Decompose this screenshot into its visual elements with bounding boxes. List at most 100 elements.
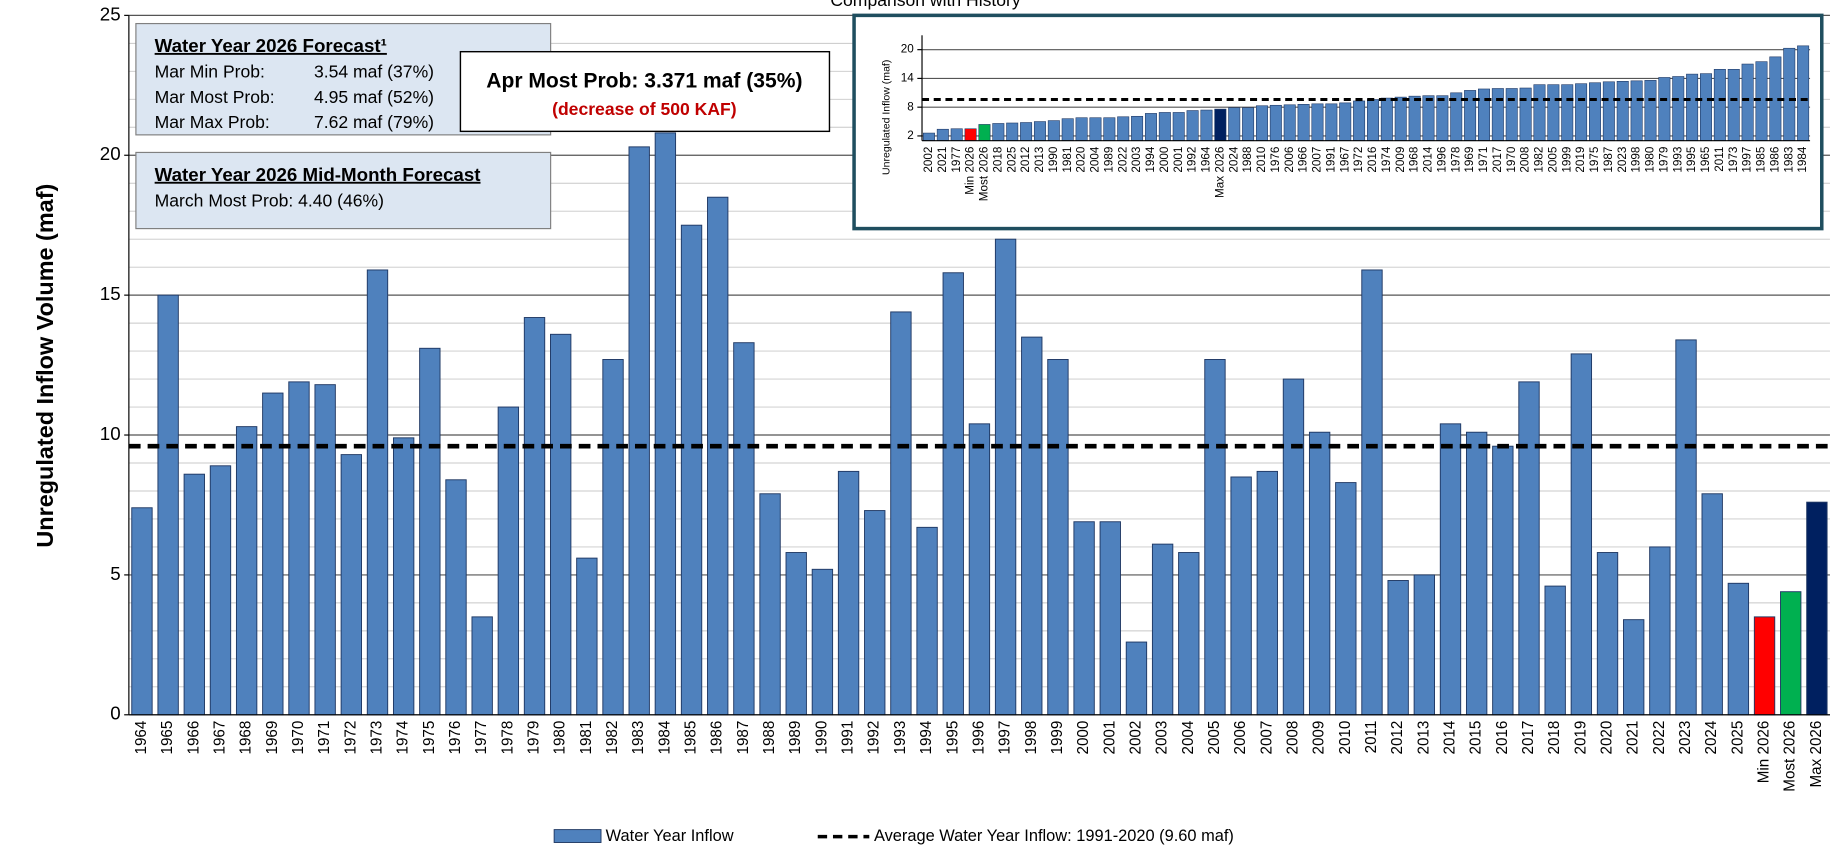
bar [1089,117,1102,142]
bar [1806,501,1828,716]
legend-label: Water Year Inflow [606,827,734,845]
bar [235,426,258,716]
x-tick-label: 2010 [1337,721,1354,755]
x-tick-label: 1985 [683,721,700,755]
bar [1630,80,1643,142]
bar [1797,45,1810,142]
x-tick-label: 1980 [552,721,569,755]
x-tick-label: 1973 [1727,147,1740,173]
x-tick-label: 2005 [1546,146,1559,173]
bar [1623,619,1645,716]
mid-month-box-bg [135,151,552,230]
bar [1727,582,1750,716]
x-tick-label: 1974 [1380,146,1393,173]
x-tick-label: 2002 [922,147,935,173]
bar [1117,116,1130,142]
x-tick-label: 1997 [1741,147,1754,173]
x-tick-label: 1979 [1657,147,1670,173]
bar [680,224,703,716]
x-tick-label: 2022 [1116,147,1129,173]
inset-y-label: Unregulated Inflow (maf) [881,60,893,175]
y-tick-label: 15 [100,283,121,304]
bar [1339,102,1352,142]
x-tick-label: 1970 [290,721,307,755]
x-tick-label: 2021 [1625,721,1642,755]
bar [1103,117,1116,142]
legend: Water Year Inflow Average Water Year Inf… [553,827,1234,845]
x-tick-label: 2017 [1491,147,1504,173]
x-tick-label: 1994 [918,720,935,754]
x-tick-label: 2009 [1394,147,1407,173]
x-tick-label: 2004 [1180,720,1197,754]
x-tick-label: 2017 [1520,721,1537,755]
bar [1755,61,1768,142]
bar [1544,585,1566,716]
bar [131,507,153,716]
bar [1380,97,1393,142]
x-tick-label: 1991 [1324,147,1337,173]
x-tick-label: 1992 [866,721,883,755]
bar [340,454,362,716]
x-tick-label: 1984 [656,720,673,754]
x-tick-label: 1996 [1435,147,1448,173]
bar [1200,109,1213,142]
bar [1465,431,1488,716]
bar [759,493,781,716]
bar [1464,90,1477,142]
x-tick-label: 1966 [1297,147,1310,173]
bar [1282,378,1305,716]
mid-month-title: Water Year 2026 Mid-Month Forecast [155,164,482,185]
y-tick-label: 14 [901,72,915,85]
x-tick-label: 1999 [1049,721,1066,755]
x-tick-label: 1988 [761,721,778,755]
x-tick-label: 1981 [578,721,595,755]
x-tick-label: 2008 [1284,721,1301,755]
x-tick-label: 2020 [1075,146,1088,173]
x-tick-label: 2019 [1572,721,1589,755]
bar [1394,96,1407,142]
bar [1533,84,1546,142]
bar [1204,359,1226,716]
x-tick-label: 1980 [1644,146,1657,173]
x-tick-label: 1995 [1685,146,1698,173]
bar [209,465,232,716]
chart-title: Comparison with History [830,0,1021,10]
bar [1492,445,1514,716]
bar [1242,107,1255,142]
bar [1602,81,1615,142]
bar [1561,84,1574,142]
x-tick-label: 1990 [1047,146,1060,173]
bar [1178,552,1200,716]
bar [978,124,991,142]
bar [1269,104,1282,142]
x-tick-label: 2014 [1442,720,1459,754]
bar [811,568,834,716]
bar [942,272,964,716]
x-tick-label: 2015 [1468,721,1485,755]
x-tick-label: 1977 [473,721,490,755]
bar [1006,122,1019,142]
x-tick-label: Max 2026 [1213,147,1226,198]
bar [1686,73,1699,142]
bar [1727,69,1740,142]
bar [1700,73,1712,142]
bar [497,406,520,716]
bar [1325,103,1338,142]
x-tick-label: 1965 [159,721,176,755]
bar [1308,431,1331,716]
x-tick-label: 1965 [1699,146,1712,173]
y-tick-label: 5 [110,563,120,584]
x-tick-label: 2011 [1713,147,1726,172]
bar [1361,269,1383,716]
bar [964,128,977,142]
bar [314,384,336,716]
bar [1589,82,1601,142]
forecast-title: Water Year 2026 Forecast¹ [155,35,387,56]
x-tick-label: Max 2026 [1808,721,1825,788]
mid-month-box: Water Year 2026 Mid-Month Forecast March… [135,151,552,230]
bar [1387,580,1409,716]
x-tick-label: 1982 [1533,147,1546,173]
bar [523,317,546,716]
